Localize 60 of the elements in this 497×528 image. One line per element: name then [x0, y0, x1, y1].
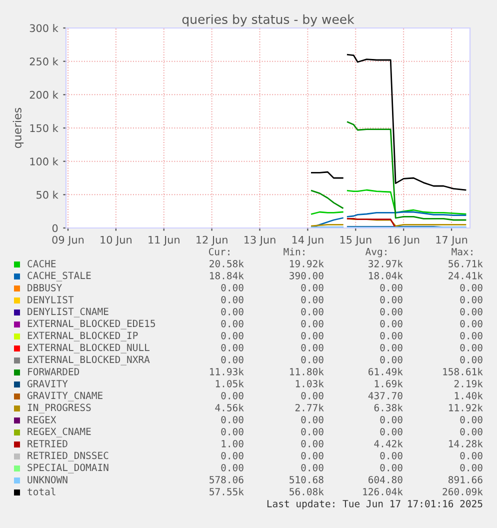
legend-label: FORWARDED [28, 368, 80, 376]
text: 0.00 0.00 0.00 0.00 [221, 416, 482, 424]
text: 578.06 510.68 604.80 891.66 [210, 476, 482, 484]
text: 0.00 0.00 0.00 0.00 [221, 428, 482, 436]
legend-label: REGEX [28, 416, 56, 424]
x-tick-label: 11 Jun [148, 236, 180, 246]
legend-label: GRAVITY [27, 380, 68, 388]
x-tick-label: 17 Jun [436, 236, 468, 246]
legend-label: REGEX_CNAME [28, 428, 91, 438]
legend-label: EXTERNAL_BLOCKED_EDE15 [28, 320, 155, 330]
legend-label: UNKNOWN [28, 476, 68, 484]
y-tick-label: 100 k [30, 157, 58, 166]
text: 0.00 0.00 0.00 0.00 [221, 320, 482, 328]
legend-label: RETRIED_DNSSEC [28, 452, 108, 462]
text: 0.00 0.00 0.00 0.00 [221, 284, 482, 292]
legend-label: RETRIED [28, 440, 68, 448]
text: 0.00 0.00 0.00 0.00 [221, 452, 482, 460]
text: 1.00 0.00 4.42k 14.28k [222, 440, 483, 448]
text: 4.56k 2.77k 6.38k 11.92k [215, 404, 483, 412]
legend-label: EXTERNAL_BLOCKED_IP [28, 332, 138, 342]
text: Cur: Min: Avg: Max: [208, 248, 472, 258]
text: 1.05k 1.03k 1.69k 2.19k [216, 380, 483, 388]
legend-label: IN_PROGRESS [28, 404, 91, 414]
legend-label: CACHE [28, 260, 56, 268]
text: 0.00 0.00 0.00 0.00 [221, 308, 482, 316]
text: 11.93k 11.80k 61.49k 158.61k [210, 368, 483, 376]
y-tick-label: 200 k [30, 90, 58, 99]
text: 0.00 0.00 0.00 0.00 [221, 356, 482, 364]
y-tick-label: 300 k [30, 24, 58, 32]
text: 20.58k 19.92k 32.97k 56.71k [210, 260, 483, 268]
text: 0.00 0.00 0.00 0.00 [221, 344, 482, 352]
x-tick-label: 14 Jun [292, 236, 324, 246]
y-axis-title: queries [12, 108, 24, 148]
legend-label: GRAVITY_CNAME [27, 392, 102, 402]
y-tick-label: 0 [52, 224, 58, 232]
text: 0.00 0.00 437.70 1.40k [221, 392, 483, 400]
x-tick-label: 10 Jun [100, 236, 132, 246]
legend-label: EXTERNAL_BLOCKED_NXRA [28, 356, 150, 366]
text: 0.00 0.00 0.00 0.00 [221, 296, 482, 304]
x-tick-label: 13 Jun [244, 236, 276, 246]
legend-label: DENYLIST [28, 296, 74, 304]
text: 57.55k 56.08k 126.04k 260.09k [210, 488, 483, 496]
legend-label: CACHE_STALE [28, 272, 91, 282]
text: 0.00 0.00 0.00 0.00 [221, 464, 482, 472]
x-tick-label: 12 Jun [196, 236, 228, 246]
legend-label: DENYLIST_CNAME [28, 308, 108, 318]
chart-title: queries by status - by week [182, 14, 354, 26]
y-tick-label: 250 k [30, 57, 58, 66]
legend-label: total [28, 488, 56, 496]
legend-label: DBBUSY [28, 284, 62, 292]
y-tick-label: 150 k [30, 124, 58, 132]
text: 0.00 0.00 0.00 0.00 [221, 332, 482, 340]
legend-label: EXTERNAL_BLOCKED_NULL [28, 344, 150, 354]
x-tick-label: 15 Jun [340, 236, 372, 246]
x-tick-label: 16 Jun [388, 236, 420, 246]
legend-label: SPECIAL_DOMAIN [28, 464, 108, 474]
text: Last update: Tue Jun 17 17:01:16 2025 [267, 500, 482, 510]
x-tick-label: 09 Jun [52, 236, 84, 246]
text: 18.84k 390.00 18.04k 24.41k [210, 272, 483, 280]
y-tick-label: 50 k [36, 190, 58, 199]
